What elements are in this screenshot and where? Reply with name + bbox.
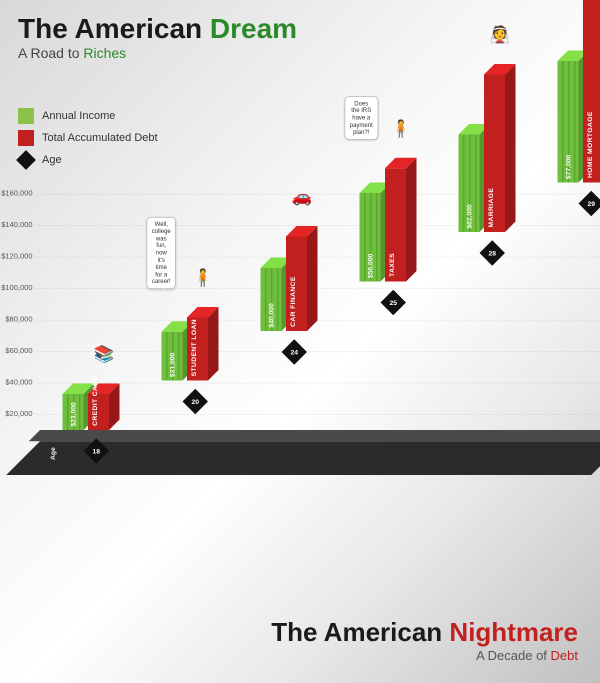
legend-swatch-debt [18, 130, 34, 146]
page-subtitle: A Road to Riches [18, 45, 297, 61]
y-tick: $80,000 [0, 315, 33, 323]
y-tick: $140,000 [0, 221, 33, 229]
age-chip: 20 [183, 389, 208, 414]
legend-row-debt: Total Accumulated Debt [18, 130, 158, 146]
x-axis-label: Age [49, 447, 57, 460]
debt-bar: STUDENT LOAN [187, 318, 208, 381]
page-title: The American Dream [18, 14, 297, 43]
legend: Annual Income Total Accumulated Debt Age [18, 108, 158, 174]
footer-title-block: The American Nightmare A Decade of Debt [271, 619, 578, 663]
bar-side [307, 226, 318, 331]
age-value: 24 [285, 343, 303, 361]
income-value: $56,000 [366, 254, 374, 278]
gridline [35, 351, 600, 352]
bar-topper-icon: 👰 [489, 25, 510, 45]
legend-row-income: Annual Income [18, 108, 158, 124]
age-chip: 18 [84, 438, 109, 463]
debt-label: STUDENT LOAN [190, 319, 198, 376]
footer-subtitle-pre: A Decade of [476, 648, 550, 663]
age-value: 29 [582, 195, 600, 213]
footer-title: The American Nightmare [271, 619, 578, 646]
income-value: $23,000 [69, 403, 77, 427]
debt-label: CREDIT CARD [91, 375, 99, 426]
age-value: 18 [87, 442, 105, 460]
subtitle-pre: A Road to [18, 45, 83, 61]
y-tick: $120,000 [0, 252, 33, 260]
debt-bar: CREDIT CARD [88, 394, 109, 430]
income-value: $62,000 [465, 205, 473, 229]
debt-bar: TAXES [385, 168, 406, 281]
legend-swatch-income [18, 108, 34, 124]
chart-stage: $20,000 $40,000 $60,000 $80,000 $100,000 $120… [0, 0, 600, 683]
age-chip: 29 [579, 191, 600, 216]
legend-label-age: Age [42, 154, 62, 166]
income-bar: $40,000 [261, 268, 282, 331]
age-chip: 25 [381, 290, 406, 315]
debt-label: MARRIAGE [487, 188, 495, 228]
bar-side [406, 158, 417, 282]
income-value: $31,000 [168, 353, 176, 377]
legend-label-debt: Total Accumulated Debt [42, 132, 158, 144]
bar-side [505, 64, 516, 232]
footer-title-accent: Nightmare [449, 617, 578, 647]
title-accent: Dream [210, 13, 297, 44]
bar-side [208, 307, 219, 381]
speech-bubble: Well, college was fun, now it's time for… [147, 217, 177, 289]
chart-floor-top [29, 430, 600, 441]
speech-bubble: Does the IRS have a payment plan?! [345, 96, 379, 139]
y-tick: $40,000 [0, 378, 33, 386]
age-value: 20 [186, 393, 204, 411]
income-bar: $56,000 [360, 193, 381, 281]
y-tick: $20,000 [0, 410, 33, 418]
footer-title-pre: The American [271, 617, 449, 647]
income-bar: $77,000 [558, 61, 579, 182]
header-title-block: The American Dream A Road to Riches [18, 14, 297, 61]
title-pre: The American [18, 13, 210, 44]
legend-swatch-age [16, 150, 36, 170]
bar-topper-icon: 📚 [93, 344, 114, 364]
age-chip: 24 [282, 339, 307, 364]
chart-iso: $20,000$40,000$60,000$80,000$100,000$120… [40, 145, 600, 535]
debt-bar: HOME MORTGAGE [583, 0, 600, 183]
income-bar: $62,000 [459, 134, 480, 232]
age-value: 28 [483, 244, 501, 262]
debt-label: TAXES [388, 253, 396, 277]
bar-topper-icon: 🧍 [192, 268, 213, 288]
age-value: 25 [384, 294, 402, 312]
subtitle-accent: Riches [83, 45, 126, 61]
income-value: $40,000 [267, 304, 275, 328]
y-tick: $160,000 [0, 189, 33, 197]
income-bar: $31,000 [162, 332, 183, 381]
debt-bar: MARRIAGE [484, 75, 505, 233]
age-chip: 28 [480, 240, 505, 265]
income-value: $77,000 [564, 155, 572, 179]
footer-subtitle-accent: Debt [551, 648, 578, 663]
y-tick: $100,000 [0, 284, 33, 292]
bar-topper-icon: 🚗 [291, 187, 312, 207]
y-tick: $60,000 [0, 347, 33, 355]
debt-label: HOME MORTGAGE [586, 111, 594, 178]
bar-topper-icon: 🧍 [390, 119, 411, 139]
footer-subtitle: A Decade of Debt [271, 648, 578, 663]
legend-label-income: Annual Income [42, 110, 115, 122]
legend-row-age: Age [18, 152, 158, 168]
gridline [35, 414, 600, 415]
debt-label: CAR FINANCE [289, 276, 297, 327]
y-axis: $20,000$40,000$60,000$80,000$100,000$120… [36, 190, 37, 441]
income-bar: $23,000 [63, 394, 84, 430]
debt-bar: CAR FINANCE [286, 237, 307, 332]
